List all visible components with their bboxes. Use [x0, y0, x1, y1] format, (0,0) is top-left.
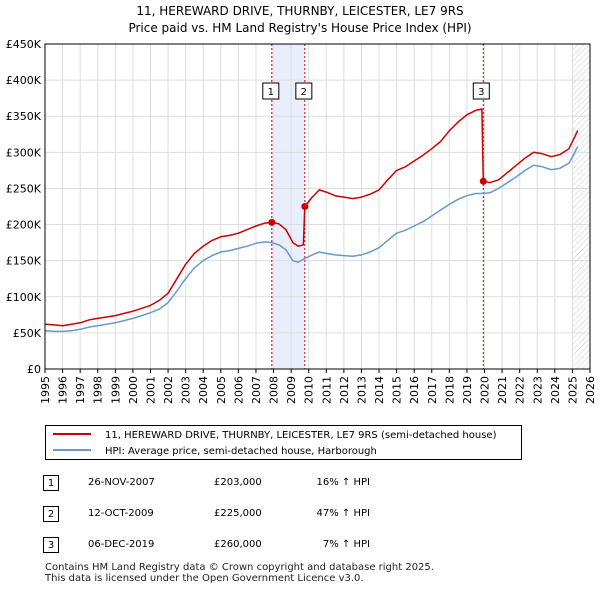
sale-row: 2 12-OCT-2009 £225,000 47% ↑ HPI — [0, 506, 600, 524]
y-tick-label: £50K — [13, 327, 42, 340]
x-tick-label: 2005 — [215, 376, 228, 404]
sale-date: 12-OCT-2009 — [88, 508, 154, 519]
x-tick-label: 2012 — [338, 376, 351, 404]
sale-hpi-change: 7% ↑ HPI — [322, 539, 370, 550]
x-tick-label: 2001 — [144, 376, 157, 404]
x-tick-label: 2003 — [180, 376, 193, 404]
x-tick-label: 1997 — [74, 376, 87, 404]
forecast-hatch — [572, 44, 590, 369]
sale-point — [268, 218, 276, 226]
x-tick-label: 2025 — [566, 376, 579, 404]
x-tick-label: 2004 — [197, 376, 210, 404]
x-tick-label: 2024 — [549, 376, 562, 404]
sale-point — [479, 177, 487, 185]
legend: 11, HEREWARD DRIVE, THURNBY, LEICESTER, … — [45, 425, 522, 460]
sale-price: £203,000 — [214, 477, 262, 488]
sale-label-number: 1 — [268, 87, 274, 98]
legend-item-property: 11, HEREWARD DRIVE, THURNBY, LEICESTER, … — [53, 429, 496, 443]
x-tick-label: 2016 — [408, 376, 421, 404]
sale-price: £225,000 — [214, 508, 262, 519]
y-tick-label: £400K — [6, 74, 42, 87]
x-tick-label: 2017 — [426, 376, 439, 404]
plot-area — [45, 44, 590, 369]
x-tick-label: 2018 — [443, 376, 456, 404]
sale-hpi-change: 16% ↑ HPI — [316, 477, 370, 488]
x-tick-label: 1998 — [92, 376, 105, 404]
x-tick-label: 2010 — [303, 376, 316, 404]
x-tick-label: 2022 — [514, 376, 527, 404]
footer-line-2: This data is licensed under the Open Gov… — [45, 573, 364, 584]
price-chart: 1 2 3 £0 £50K £100K £150K £200K £250K £300K £350K… — [6, 38, 597, 404]
y-tick-label: £0 — [27, 363, 41, 376]
sale-number-badge: 3 — [43, 537, 59, 553]
x-tick-label: 1999 — [109, 376, 122, 404]
sale-row: 1 26-NOV-2007 £203,000 16% ↑ HPI — [0, 475, 600, 493]
y-tick-label: £100K — [6, 291, 42, 304]
chart-title: 11, HEREWARD DRIVE, THURNBY, LEICESTER, … — [0, 3, 600, 37]
sale-number-badge: 2 — [43, 506, 59, 522]
sale-date: 26-NOV-2007 — [88, 477, 155, 488]
legend-swatch-red — [53, 433, 91, 435]
y-tick-label: £250K — [6, 182, 42, 195]
x-tick-label: 2026 — [584, 376, 597, 404]
property-price-line — [45, 108, 579, 327]
sale-row: 3 06-DEC-2019 £260,000 7% ↑ HPI — [0, 537, 600, 555]
legend-label-hpi: HPI: Average price, semi-detached house,… — [105, 446, 377, 457]
x-tick-label: 2014 — [373, 376, 386, 404]
sale-date: 06-DEC-2019 — [88, 539, 155, 550]
x-tick-label: 2008 — [268, 376, 281, 404]
sale-label-box — [295, 82, 313, 100]
x-tick-label: 2013 — [355, 376, 368, 404]
plot-frame — [44, 43, 591, 370]
sale-point — [301, 203, 309, 210]
x-tick-label: 1996 — [57, 376, 70, 404]
x-tick-label: 2000 — [127, 376, 140, 404]
sale-label-box — [262, 82, 280, 100]
sale-hpi-change: 47% ↑ HPI — [316, 508, 370, 519]
title-line-1: 11, HEREWARD DRIVE, THURNBY, LEICESTER, … — [136, 4, 464, 18]
footer: Contains HM Land Registry data © Crown c… — [45, 562, 434, 584]
y-tick-label: £300K — [6, 146, 42, 159]
legend-item-hpi: HPI: Average price, semi-detached house,… — [53, 445, 377, 459]
x-tick-label: 2006 — [232, 376, 245, 404]
sale-label-box — [472, 82, 490, 100]
footer-line-1: Contains HM Land Registry data © Crown c… — [45, 562, 434, 573]
x-tick-label: 1995 — [39, 376, 52, 404]
y-tick-label: £200K — [6, 219, 42, 232]
legend-swatch-blue — [53, 449, 91, 451]
x-tick-label: 2021 — [496, 376, 509, 404]
hpi-line — [45, 146, 579, 333]
y-tick-label: £350K — [6, 110, 42, 123]
x-tick-label: 2011 — [320, 376, 333, 404]
legend-label-property: 11, HEREWARD DRIVE, THURNBY, LEICESTER, … — [105, 430, 497, 441]
sale-number-badge: 1 — [43, 475, 59, 491]
x-tick-label: 2009 — [285, 376, 298, 404]
x-tick-label: 2023 — [531, 376, 544, 404]
sale-label-number: 2 — [301, 87, 307, 98]
sale-price: £260,000 — [214, 539, 262, 550]
x-tick-label: 2002 — [162, 376, 175, 404]
sale-label-number: 3 — [478, 87, 484, 98]
x-tick-label: 2019 — [461, 376, 474, 404]
y-tick-label: £450K — [6, 38, 42, 51]
x-tick-label: 2020 — [479, 376, 492, 404]
title-line-2: Price paid vs. HM Land Registry's House … — [128, 21, 472, 35]
x-tick-label: 2007 — [250, 376, 263, 404]
x-tick-label: 2015 — [391, 376, 404, 404]
y-tick-label: £150K — [6, 255, 42, 268]
